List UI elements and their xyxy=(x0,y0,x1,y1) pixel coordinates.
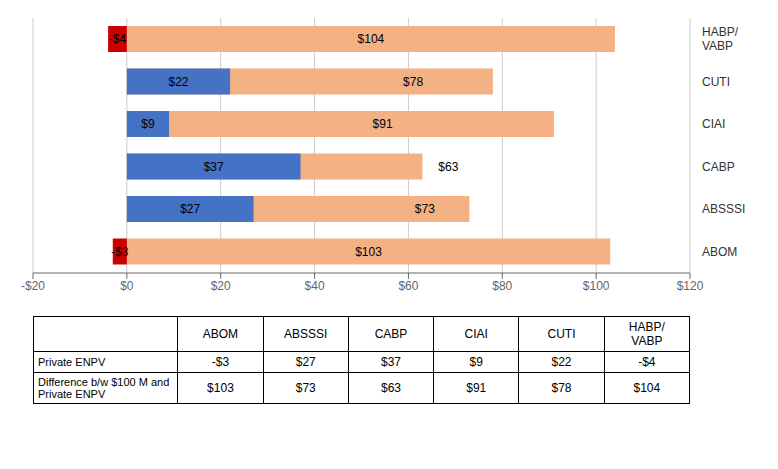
html-text:$9: $9 xyxy=(469,355,483,369)
html-text:ABOM: ABOM xyxy=(202,327,239,341)
svg-text:$100: $100 xyxy=(583,279,610,293)
svg-text:-$4: -$4 xyxy=(109,32,127,46)
svg-text:$78: $78 xyxy=(403,75,423,89)
html-text:$78: $78 xyxy=(551,381,572,395)
svg-text:$80: $80 xyxy=(492,279,512,293)
html-text:$91: $91 xyxy=(466,381,487,395)
html-text:$104: $104 xyxy=(633,381,661,395)
html-text:-$4: -$4 xyxy=(638,355,656,369)
svg-text:$73: $73 xyxy=(415,202,435,216)
svg-text:ABOM: ABOM xyxy=(702,245,737,259)
svg-text:$60: $60 xyxy=(398,279,418,293)
html-text:$103: $103 xyxy=(207,381,234,395)
svg-text:CABP: CABP xyxy=(702,160,735,174)
svg-text:CIAI: CIAI xyxy=(702,117,725,131)
html-text:CIAI: CIAI xyxy=(464,327,488,341)
svg-text:$9: $9 xyxy=(141,117,155,131)
html-text:Difference b/w $100 M and Priv: Difference b/w $100 M and Private ENPV xyxy=(38,376,170,400)
html-text:HABP/ VABP: HABP/ VABP xyxy=(628,320,665,348)
svg-text:$22: $22 xyxy=(168,75,188,89)
svg-text:$120: $120 xyxy=(677,279,704,293)
html-text:$63: $63 xyxy=(381,381,401,395)
svg-text:$63: $63 xyxy=(438,160,458,174)
svg-text:$103: $103 xyxy=(355,245,382,259)
svg-text:$104: $104 xyxy=(358,32,385,46)
svg-text:$91: $91 xyxy=(373,117,393,131)
html-text:$37: $37 xyxy=(381,355,401,369)
html-text:CABP: CABP xyxy=(374,327,408,341)
svg-text:HABP/VABP: HABP/VABP xyxy=(702,25,739,53)
html-text:$73: $73 xyxy=(295,381,316,395)
html-text:ABSSSI: ABSSSI xyxy=(284,327,328,341)
svg-text:ABSSSI: ABSSSI xyxy=(702,202,745,216)
svg-text:$37: $37 xyxy=(204,160,224,174)
svg-text:$20: $20 xyxy=(211,279,231,293)
html-text:-$3: -$3 xyxy=(211,355,230,369)
html-text:Private ENPV: Private ENPV xyxy=(38,356,106,368)
html-text:CUTI: CUTI xyxy=(547,327,576,341)
html-text:$22: $22 xyxy=(551,355,572,369)
html-text:$27: $27 xyxy=(295,355,316,369)
svg-text:$40: $40 xyxy=(305,279,325,293)
svg-text:$27: $27 xyxy=(180,202,200,216)
svg-text:-$3: -$3 xyxy=(111,245,129,259)
svg-text:$0: $0 xyxy=(120,279,134,293)
svg-text:CUTI: CUTI xyxy=(702,75,730,89)
svg-text:-$20: -$20 xyxy=(21,279,45,293)
